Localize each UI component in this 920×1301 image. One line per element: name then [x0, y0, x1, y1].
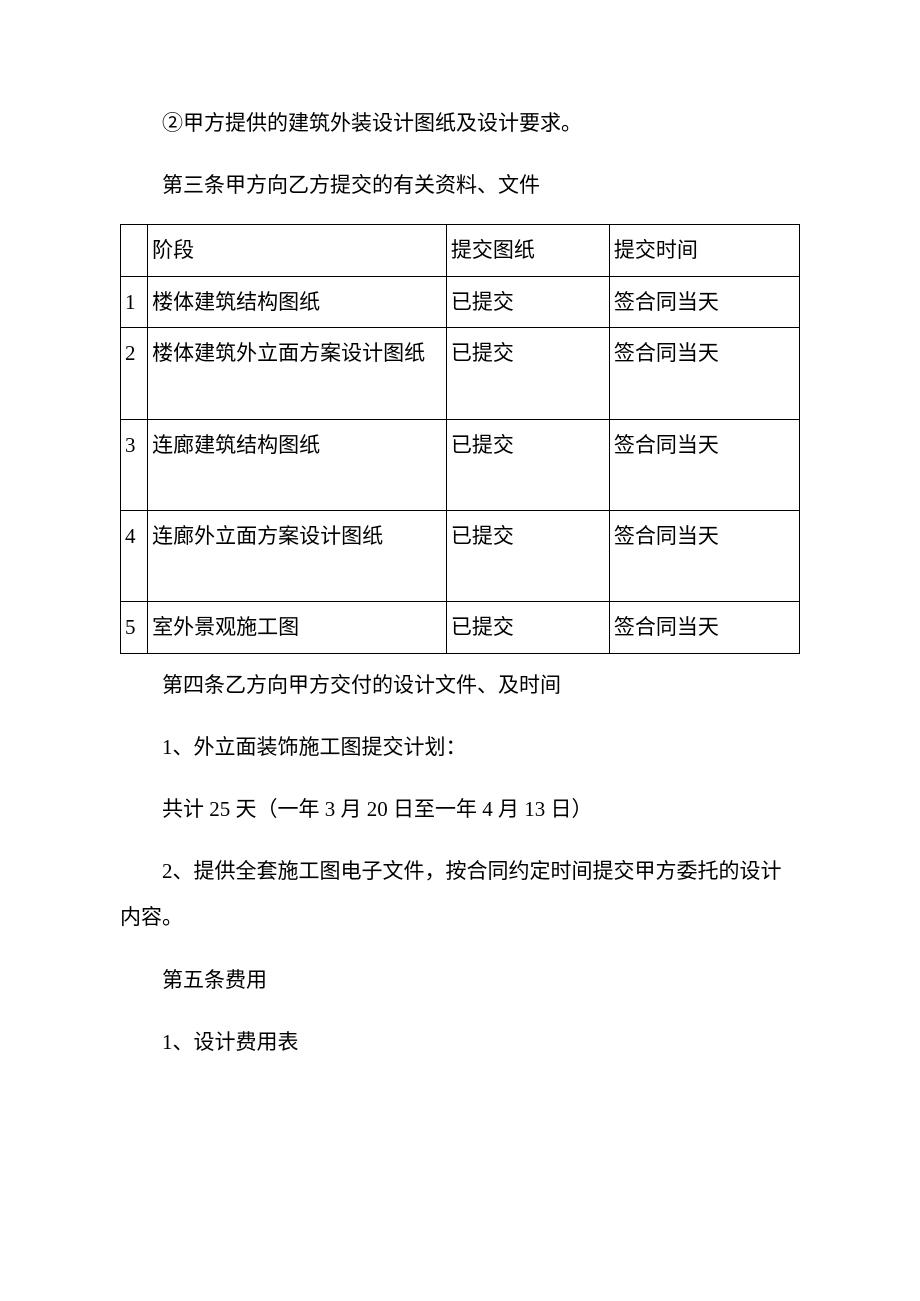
section-four-title: 第四条乙方向甲方交付的设计文件、及时间	[120, 662, 800, 708]
table-row: 5 室外景观施工图 已提交 签合同当天	[121, 602, 800, 653]
cell-submit: 已提交	[446, 419, 609, 510]
header-num	[121, 225, 148, 276]
cell-time: 签合同当天	[609, 328, 799, 419]
header-phase: 阶段	[148, 225, 447, 276]
cell-phase: 楼体建筑结构图纸	[148, 276, 447, 327]
cell-time: 签合同当天	[609, 276, 799, 327]
table-row: 1 楼体建筑结构图纸 已提交 签合同当天	[121, 276, 800, 327]
cell-phase: 室外景观施工图	[148, 602, 447, 653]
table-header-row: 阶段 提交图纸 提交时间	[121, 225, 800, 276]
item-1-duration: 共计 25 天（一年 3 月 20 日至一年 4 月 13 日）	[120, 786, 800, 832]
submission-table: 阶段 提交图纸 提交时间 1 楼体建筑结构图纸 已提交 签合同当天 2 楼体建筑…	[120, 224, 800, 653]
section-five-title: 第五条费用	[120, 957, 800, 1003]
cell-phase: 连廊建筑结构图纸	[148, 419, 447, 510]
header-time: 提交时间	[609, 225, 799, 276]
item-1-fee-table: 1、设计费用表	[120, 1019, 800, 1065]
table-row: 3 连廊建筑结构图纸 已提交 签合同当天	[121, 419, 800, 510]
cell-num: 5	[121, 602, 148, 653]
paragraph-design-requirement: ②甲方提供的建筑外装设计图纸及设计要求。	[120, 100, 800, 146]
cell-num: 2	[121, 328, 148, 419]
section-three-title: 第三条甲方向乙方提交的有关资料、文件	[120, 162, 800, 208]
cell-time: 签合同当天	[609, 510, 799, 601]
cell-submit: 已提交	[446, 328, 609, 419]
item-1-plan: 1、外立面装饰施工图提交计划：	[120, 724, 800, 770]
cell-submit: 已提交	[446, 602, 609, 653]
cell-phase: 楼体建筑外立面方案设计图纸	[148, 328, 447, 419]
cell-submit: 已提交	[446, 510, 609, 601]
cell-time: 签合同当天	[609, 602, 799, 653]
cell-num: 1	[121, 276, 148, 327]
cell-num: 4	[121, 510, 148, 601]
cell-phase: 连廊外立面方案设计图纸	[148, 510, 447, 601]
table-row: 2 楼体建筑外立面方案设计图纸 已提交 签合同当天	[121, 328, 800, 419]
cell-time: 签合同当天	[609, 419, 799, 510]
cell-submit: 已提交	[446, 276, 609, 327]
header-submit: 提交图纸	[446, 225, 609, 276]
cell-num: 3	[121, 419, 148, 510]
table-row: 4 连廊外立面方案设计图纸 已提交 签合同当天	[121, 510, 800, 601]
item-2-files: 2、提供全套施工图电子文件，按合同约定时间提交甲方委托的设计内容。	[120, 848, 800, 940]
